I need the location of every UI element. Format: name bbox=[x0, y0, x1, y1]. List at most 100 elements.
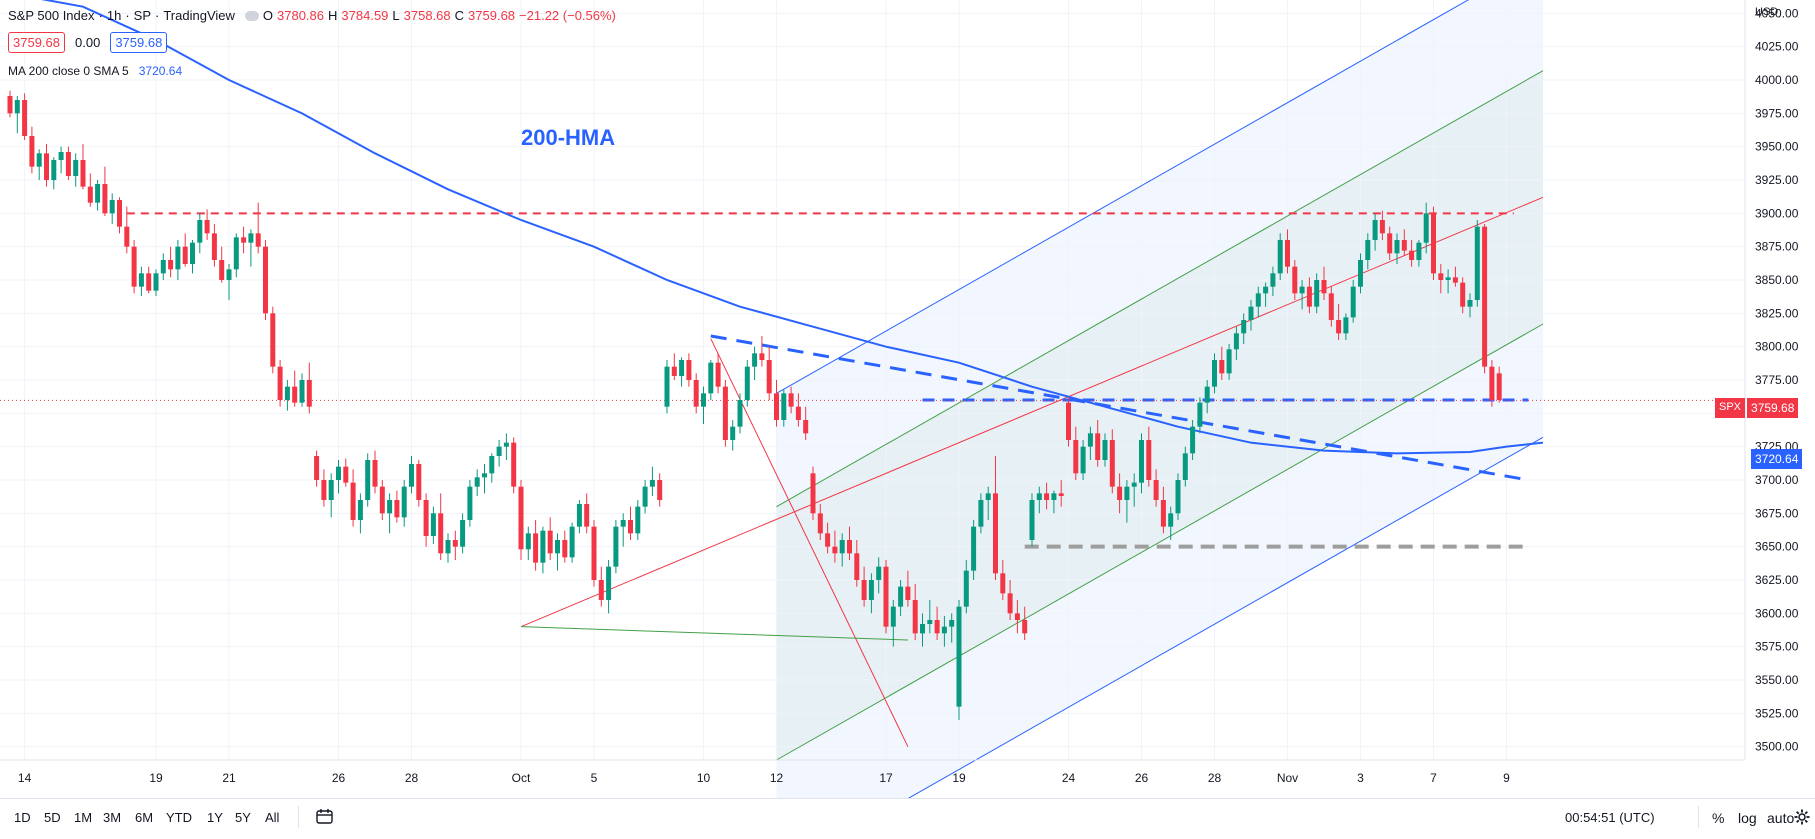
candle-body bbox=[409, 464, 414, 487]
candle-body bbox=[1124, 486, 1130, 500]
currency-label[interactable]: USD bbox=[1755, 6, 1779, 18]
candle-body bbox=[1401, 240, 1407, 251]
downtrend-line bbox=[710, 334, 1529, 482]
candle-body bbox=[109, 200, 115, 214]
candle-body bbox=[949, 620, 955, 627]
price-axis[interactable]: 3500.00 3525.00 3550.00 3575.00 3600.00 3625.… bbox=[1744, 0, 1799, 760]
candle-body bbox=[168, 260, 174, 270]
candle-body bbox=[387, 500, 393, 514]
time-tick-label: 28 bbox=[405, 771, 419, 785]
timeframe-all[interactable]: All bbox=[265, 810, 280, 825]
candle-body bbox=[1153, 480, 1159, 500]
candle-body bbox=[686, 360, 692, 380]
candle-body bbox=[1204, 386, 1210, 403]
candle-body bbox=[1372, 220, 1378, 240]
candle-body bbox=[708, 362, 714, 394]
candle-body bbox=[241, 237, 247, 243]
candle-body bbox=[1175, 480, 1181, 514]
candle-body bbox=[803, 420, 809, 434]
log-toggle[interactable]: log bbox=[1738, 810, 1757, 826]
candle-body bbox=[861, 580, 867, 600]
indicator-legend[interactable]: MA 200 close 0 SMA 5 3720.64 bbox=[8, 64, 182, 78]
candle-body bbox=[204, 220, 210, 234]
candle-body bbox=[620, 520, 626, 527]
platform-label: TradingView bbox=[163, 8, 235, 23]
time-tick-label: 21 bbox=[222, 771, 236, 785]
candle-body bbox=[233, 237, 239, 270]
hma-annotation[interactable]: 200-HMA bbox=[521, 125, 616, 150]
candle-body bbox=[1036, 493, 1042, 500]
candle-body bbox=[1452, 277, 1458, 283]
timeframe-1m[interactable]: 1M bbox=[74, 810, 93, 825]
candle-body bbox=[1314, 280, 1320, 307]
candle-body bbox=[576, 504, 582, 527]
channel-lower-inner-line bbox=[776, 323, 1544, 761]
candle-body bbox=[1321, 280, 1327, 294]
candle-body bbox=[226, 269, 232, 280]
settings-gear-icon[interactable] bbox=[1794, 809, 1810, 830]
timeframe-6m[interactable]: 6M bbox=[135, 810, 154, 825]
indicator-label[interactable]: MA 200 close 0 SMA 5 bbox=[8, 64, 129, 78]
timeframe-1d[interactable]: 1D bbox=[14, 810, 31, 825]
candle-body bbox=[416, 464, 422, 500]
candle-body bbox=[277, 366, 283, 400]
timeframe-3m[interactable]: 3M bbox=[103, 810, 122, 825]
auto-toggle[interactable]: auto bbox=[1767, 810, 1795, 826]
interval-label[interactable]: 1h bbox=[106, 8, 122, 23]
chart-canvas[interactable]: 3500.00 3525.00 3550.00 3575.00 3600.00 3625.… bbox=[0, 0, 1815, 798]
candle-body bbox=[489, 456, 495, 474]
candle-body bbox=[562, 540, 568, 558]
timeframe-ytd[interactable]: YTD bbox=[166, 810, 192, 825]
timeframe-1y[interactable]: 1Y bbox=[207, 810, 223, 825]
candle-body bbox=[1358, 260, 1363, 287]
sell-button[interactable]: 3759.68 bbox=[8, 32, 65, 53]
candle-body bbox=[95, 184, 101, 203]
timeframe-5d[interactable]: 5D bbox=[44, 810, 61, 825]
candle-body bbox=[270, 313, 276, 367]
open-value: 3780.86 bbox=[277, 8, 325, 23]
price-tick-label: 3575.00 bbox=[1755, 640, 1799, 654]
candle-body bbox=[292, 386, 298, 403]
buy-button[interactable]: 3759.68 bbox=[110, 32, 168, 53]
candle-body bbox=[1489, 366, 1495, 400]
candle-body bbox=[1212, 360, 1217, 387]
visibility-toggle-icon[interactable] bbox=[244, 10, 259, 21]
candle-body bbox=[1467, 300, 1473, 307]
candle-body bbox=[671, 366, 677, 376]
candle-body bbox=[781, 393, 787, 420]
date-range-icon[interactable] bbox=[316, 808, 334, 824]
candle-body bbox=[774, 393, 779, 420]
candle-body bbox=[321, 480, 327, 500]
candle-body bbox=[365, 460, 371, 500]
candle-body bbox=[357, 500, 363, 520]
time-axis[interactable]: 14 19 21 26 28 Oct 5 10 12 17 19 24 26 28 Nov 3 7 9 bbox=[0, 759, 1745, 785]
candle-body bbox=[722, 386, 728, 440]
time-tick-label: 24 bbox=[1062, 771, 1076, 785]
timeframe-5y[interactable]: 5Y bbox=[235, 810, 251, 825]
candle-body bbox=[1073, 440, 1079, 474]
close-value: 3759.68 bbox=[468, 8, 516, 23]
price-tick-label: 3900.00 bbox=[1755, 206, 1799, 220]
candle-body bbox=[1000, 573, 1006, 594]
candle-body bbox=[482, 473, 487, 478]
candle-body bbox=[1460, 282, 1466, 307]
candle-body bbox=[839, 540, 845, 554]
candle-body bbox=[649, 480, 655, 487]
candle-body bbox=[248, 233, 254, 243]
candle-body bbox=[905, 586, 911, 600]
candle-body bbox=[868, 580, 874, 600]
candle-body bbox=[978, 500, 984, 527]
candle-body bbox=[51, 160, 57, 180]
percent-toggle[interactable]: % bbox=[1712, 810, 1725, 826]
price-tick-label: 3550.00 bbox=[1755, 673, 1799, 687]
candle-body bbox=[1051, 493, 1057, 500]
low-value: 3758.68 bbox=[403, 8, 451, 23]
candle-body bbox=[394, 500, 400, 518]
channel-lower-outer-line bbox=[907, 436, 1544, 798]
candle-body bbox=[963, 570, 969, 607]
candle-body bbox=[1431, 213, 1436, 274]
symbol-name[interactable]: S&P 500 Index bbox=[8, 8, 95, 23]
utc-clock[interactable]: 00:54:51 (UTC) bbox=[1565, 810, 1655, 825]
spread-value: 0.00 bbox=[75, 35, 101, 50]
